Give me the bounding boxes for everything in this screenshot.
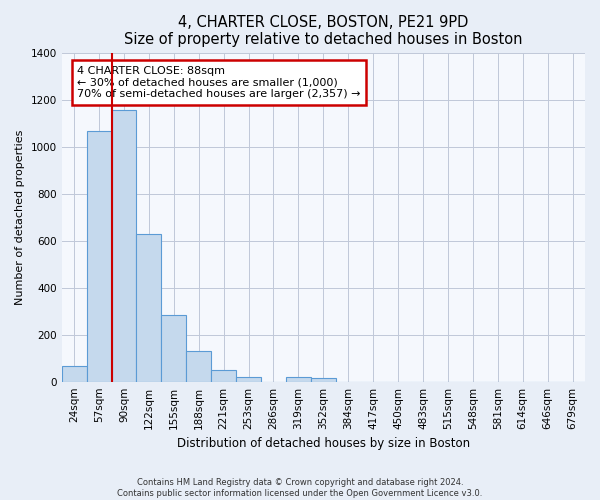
- Y-axis label: Number of detached properties: Number of detached properties: [15, 130, 25, 305]
- Title: 4, CHARTER CLOSE, BOSTON, PE21 9PD
Size of property relative to detached houses : 4, CHARTER CLOSE, BOSTON, PE21 9PD Size …: [124, 15, 523, 48]
- X-axis label: Distribution of detached houses by size in Boston: Distribution of detached houses by size …: [177, 437, 470, 450]
- Bar: [236, 376, 261, 382]
- Text: 4 CHARTER CLOSE: 88sqm
← 30% of detached houses are smaller (1,000)
70% of semi-: 4 CHARTER CLOSE: 88sqm ← 30% of detached…: [77, 66, 361, 99]
- Bar: [112, 110, 136, 382]
- Bar: [161, 314, 186, 382]
- Bar: [311, 378, 336, 382]
- Bar: [211, 370, 236, 382]
- Bar: [86, 132, 112, 382]
- Bar: [186, 351, 211, 382]
- Bar: [136, 234, 161, 382]
- Text: Contains HM Land Registry data © Crown copyright and database right 2024.
Contai: Contains HM Land Registry data © Crown c…: [118, 478, 482, 498]
- Bar: [286, 376, 311, 382]
- Bar: [62, 366, 86, 382]
